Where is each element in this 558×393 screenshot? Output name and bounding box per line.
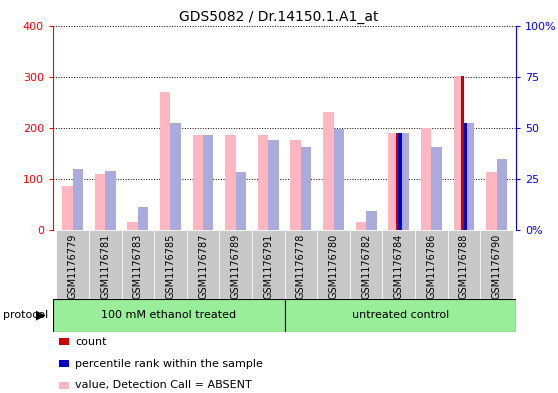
Bar [170,123,181,230]
Text: GDS5082 / Dr.14150.1.A1_at: GDS5082 / Dr.14150.1.A1_at [179,10,379,24]
Bar [464,123,474,230]
Text: value, Detection Call = ABSENT: value, Detection Call = ABSENT [75,380,252,390]
Bar [258,135,268,230]
Text: protocol: protocol [3,310,48,320]
Text: GSM1176788: GSM1176788 [459,233,469,299]
Text: GSM1176789: GSM1176789 [230,233,240,299]
Bar [187,230,219,299]
Bar [350,230,382,299]
Bar [160,92,170,230]
Text: GSM1176782: GSM1176782 [361,233,371,299]
Text: GSM1176779: GSM1176779 [68,233,78,299]
Bar [399,133,409,230]
Bar [448,230,480,299]
Text: GSM1176785: GSM1176785 [165,233,175,299]
Bar [480,230,513,299]
Bar [497,160,507,230]
Bar [355,222,366,230]
Text: GSM1176781: GSM1176781 [100,233,110,299]
Bar [464,123,467,230]
Text: GSM1176784: GSM1176784 [394,233,404,299]
Text: ▶: ▶ [36,309,46,322]
Bar [95,174,105,230]
Text: percentile rank within the sample: percentile rank within the sample [75,358,263,369]
Text: GSM1176783: GSM1176783 [133,233,143,299]
Bar [203,135,214,230]
Bar [235,172,246,230]
Bar [301,147,311,230]
Bar [53,299,285,332]
Bar [127,222,138,230]
Bar [398,133,402,230]
Bar [138,207,148,230]
Text: untreated control: untreated control [352,310,449,320]
Bar [73,169,83,230]
Bar [154,230,187,299]
Bar [415,230,448,299]
Bar [62,186,73,230]
Bar [285,299,516,332]
Bar [431,147,442,230]
Bar [89,230,122,299]
Text: GSM1176786: GSM1176786 [426,233,436,299]
Bar [285,230,317,299]
Bar [56,230,89,299]
Bar [317,230,350,299]
Bar [193,135,203,230]
Bar [219,230,252,299]
Bar [334,129,344,230]
Bar [486,172,497,230]
Bar [268,140,278,230]
Bar [366,211,377,230]
Bar [323,112,334,230]
Bar [454,75,464,230]
Text: GSM1176780: GSM1176780 [329,233,339,299]
Bar [382,230,415,299]
Bar [291,140,301,230]
Text: count: count [75,337,107,347]
Text: GSM1176778: GSM1176778 [296,233,306,299]
Bar [421,128,431,230]
Bar [396,133,399,230]
Text: GSM1176787: GSM1176787 [198,233,208,299]
Bar [461,75,464,230]
Bar [105,171,116,230]
Bar [122,230,154,299]
Text: GSM1176791: GSM1176791 [263,233,273,299]
Text: GSM1176790: GSM1176790 [492,233,502,299]
Bar [388,133,399,230]
Bar [252,230,285,299]
Text: 100 mM ethanol treated: 100 mM ethanol treated [101,310,237,320]
Bar [225,135,235,230]
